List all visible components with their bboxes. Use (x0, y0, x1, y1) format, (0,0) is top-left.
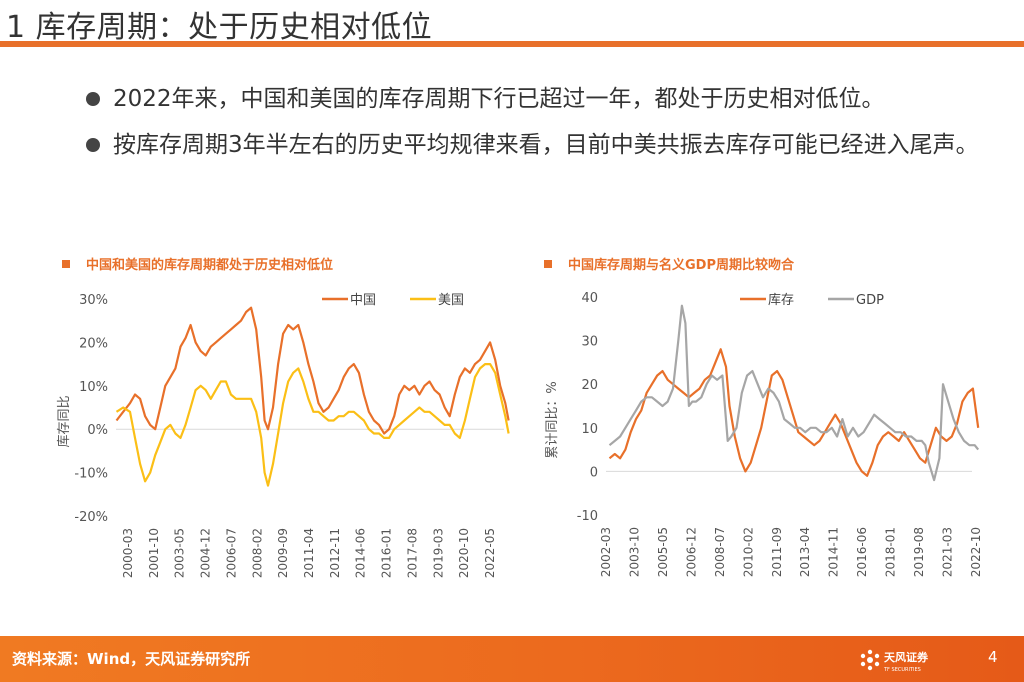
slide-title: 1 库存周期：处于历史相对低位 (6, 10, 433, 45)
series-line-1 (608, 348, 980, 477)
logo-text: 天风证券 (884, 650, 929, 664)
x-tick-label: 2008-07 (713, 527, 727, 577)
y-tick-label: 30 (581, 335, 598, 350)
x-tick-label: 2010-02 (741, 527, 755, 577)
x-tick-label: 2012-11 (328, 528, 342, 578)
x-tick-label: 2009-09 (276, 528, 290, 578)
bullet-text: 按库存周期3年半左右的历史平均规律来看，目前中美共振去库存可能已经进入尾声。 (113, 132, 979, 158)
bullet-item: 按库存周期3年半左右的历史平均规律来看，目前中美共振去库存可能已经进入尾声。 (86, 122, 1006, 168)
legend-label: GDP (856, 293, 884, 308)
x-tick-label: 2006-07 (224, 528, 238, 578)
x-tick-label: 2018-01 (884, 527, 898, 577)
series-line-1 (115, 306, 510, 435)
x-tick-label: 2014-11 (827, 527, 841, 577)
bullet-item: 2022年来，中国和美国的库存周期下行已超过一年，都处于历史相对低位。 (86, 76, 1006, 122)
chart-china-us-inventory: 中国和美国的库存周期都处于历史相对低位 -20% -10% 0% 10% 20% 30% 库存… (56, 257, 510, 578)
title-rule (0, 41, 1024, 47)
y-tick-label: 10% (79, 380, 108, 395)
x-tick-label: 2017-08 (405, 528, 419, 578)
legend-label: 库存 (768, 292, 794, 308)
footer-source: 资料来源：Wind，天风证券研究所 (12, 650, 251, 668)
x-tick-label: 2004-12 (199, 528, 213, 578)
legend-label: 美国 (438, 293, 464, 308)
x-tick-label: 2002-03 (599, 527, 613, 577)
x-tick-label: 2011-09 (770, 527, 784, 577)
bullet-dot-icon (86, 138, 100, 152)
page-number: 4 (988, 648, 998, 666)
y-axis-label: 累计同比：% (545, 381, 560, 458)
x-tick-label: 2019-03 (431, 528, 445, 578)
y-tick-label: 30% (79, 293, 108, 308)
x-tick-label: 2003-05 (173, 528, 187, 578)
x-tick-label: 2022-05 (483, 528, 497, 578)
x-tick-label: 2016-06 (855, 527, 869, 577)
x-tick-label: 2006-12 (684, 527, 698, 577)
y-tick-label: 10 (581, 422, 598, 437)
y-tick-label: -10% (74, 467, 108, 482)
series-line-2 (115, 362, 510, 487)
x-tick-label: 2016-01 (380, 528, 394, 578)
y-tick-label: -20% (74, 510, 108, 525)
x-tick-label: 2014-06 (354, 528, 368, 578)
logo-subtext: TF SECURITIES (883, 667, 921, 673)
chart-china-inventory-vs-gdp: 中国库存周期与名义GDP周期比较吻合 -10 0 10 20 30 40 累计同比：% 2002… (544, 257, 983, 577)
y-tick-label: 20% (79, 336, 108, 351)
x-tick-label: 2013-04 (798, 527, 812, 577)
chart-title: 中国库存周期与名义GDP周期比较吻合 (568, 257, 795, 273)
bullet-dot-icon (86, 92, 100, 106)
x-tick-label: 2001-10 (147, 528, 161, 578)
y-tick-label: 0% (87, 423, 108, 438)
chart-title-marker-icon (544, 260, 552, 268)
y-tick-label: 0 (590, 465, 598, 480)
legend-label: 中国 (350, 293, 376, 308)
x-tick-label: 2008-02 (250, 528, 264, 578)
x-tick-label: 2005-05 (656, 527, 670, 577)
x-tick-label: 2020-10 (457, 528, 471, 578)
bullet-list: 2022年来，中国和美国的库存周期下行已超过一年，都处于历史相对低位。 按库存周… (86, 76, 1006, 168)
x-tick-label: 2003-10 (627, 527, 641, 577)
series-line-2 (608, 304, 980, 482)
y-tick-label: 20 (581, 378, 598, 393)
bullet-text: 2022年来，中国和美国的库存周期下行已超过一年，都处于历史相对低位。 (113, 86, 885, 112)
tf-securities-logo-icon: 天风证券 TF SECURITIES (860, 649, 929, 673)
chart-title: 中国和美国的库存周期都处于历史相对低位 (86, 257, 333, 273)
y-tick-label: -10 (577, 509, 598, 524)
x-tick-label: 2019-08 (912, 527, 926, 577)
y-tick-label: 40 (581, 291, 598, 306)
footer-bar: 资料来源：Wind，天风证券研究所 天风证券 TF SECURITIES 4 (0, 636, 1024, 682)
x-tick-label: 2000-03 (121, 528, 135, 578)
chart-title-marker-icon (62, 260, 70, 268)
x-tick-label: 2011-04 (302, 528, 316, 578)
x-tick-label: 2022-10 (969, 527, 983, 577)
y-axis-label: 库存同比 (56, 395, 72, 447)
x-tick-label: 2021-03 (941, 527, 955, 577)
